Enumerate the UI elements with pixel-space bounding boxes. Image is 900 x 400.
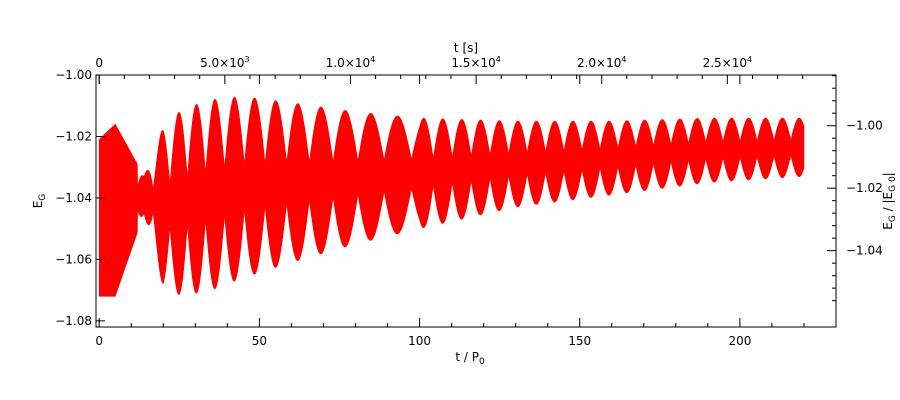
- top-tick-label: 1.5×104: [451, 55, 501, 70]
- series-0-band: [98, 97, 805, 297]
- top-tick-label: 2.5×104: [703, 55, 753, 70]
- top-axis-ticks: 0 5.0×103 1.0×104 1.5×104 2.0×104 2.5×104: [95, 55, 804, 84]
- left-axis-ticks: −1.08 −1.06 −1.04 −1.02 −1.00: [55, 68, 105, 328]
- y-axis-label-right: EG / |EG 0|: [881, 172, 898, 229]
- x-axis-label-top: t [s]: [454, 41, 478, 55]
- x-axis-label-bottom: t / P0: [455, 350, 485, 367]
- right-tick-label: −1.04: [846, 244, 883, 258]
- y-tick-label: −1.00: [55, 68, 92, 82]
- bottom-axis-ticks: 0 50 100 150 200: [95, 75, 805, 348]
- y-tick-label: −1.04: [55, 191, 92, 205]
- x-tick-label: 50: [252, 334, 267, 348]
- top-tick-label: 0: [95, 56, 103, 70]
- x-tick-label: 200: [728, 334, 751, 348]
- y-axis-label-left: EG: [31, 194, 48, 209]
- y-tick-label: −1.08: [55, 314, 92, 328]
- right-tick-label: −1.02: [846, 181, 883, 195]
- right-axis-ticks: −1.04 −1.02 −1.00: [827, 75, 883, 302]
- x-tick-label: 150: [568, 334, 591, 348]
- y-tick-label: −1.06: [55, 252, 92, 266]
- top-tick-label: 1.0×104: [326, 55, 376, 70]
- plot-series: [98, 97, 805, 297]
- y-tick-label: −1.02: [55, 129, 92, 143]
- right-tick-label: −1.00: [846, 119, 883, 133]
- top-tick-label: 2.0×104: [577, 55, 627, 70]
- top-tick-label: 5.0×103: [200, 55, 250, 70]
- x-tick-label: 0: [95, 334, 103, 348]
- x-tick-label: 100: [408, 334, 431, 348]
